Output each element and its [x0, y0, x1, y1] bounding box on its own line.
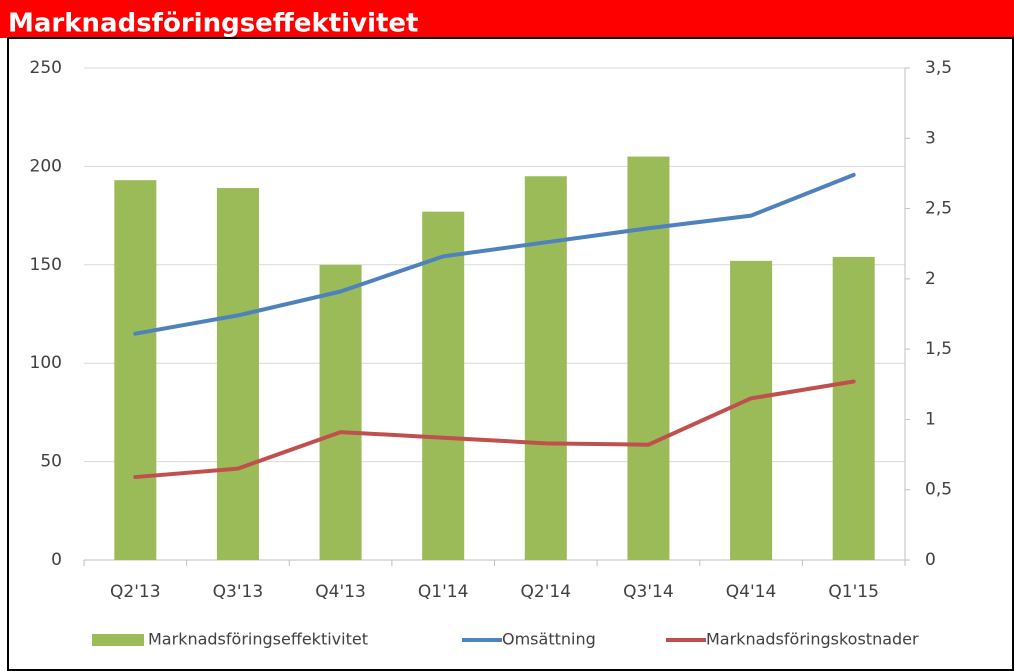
bar: [319, 264, 362, 560]
y2-tick-label: 3,5: [925, 58, 952, 78]
y2-tick-label: 2,5: [925, 199, 952, 219]
chart-title: Marknadsföringseffektivitet: [8, 9, 419, 39]
x-tick-label: Q2'13: [110, 582, 161, 602]
y2-tick-label: 1: [925, 409, 936, 429]
y-tick-label: 150: [30, 255, 62, 275]
y2-tick-label: 2: [925, 269, 936, 289]
x-tick-label: Q4'13: [315, 582, 366, 602]
y2-tick-label: 0,5: [925, 480, 952, 500]
bar: [114, 180, 157, 560]
y-tick-label: 200: [30, 156, 62, 176]
y-tick-label: 50: [40, 452, 62, 472]
bar: [832, 256, 875, 560]
x-tick-label: Q3'13: [213, 582, 264, 602]
legend-label: Marknadsföringskostnader: [706, 630, 919, 649]
line: [133, 172, 856, 336]
x-tick-label: Q1'15: [828, 582, 879, 602]
bar: [524, 176, 567, 561]
title-banner: [0, 0, 1014, 38]
legend-label: Marknadsföringseffektivitet: [148, 630, 368, 649]
x-tick-label: Q3'14: [623, 582, 674, 602]
x-tick-label: Q4'14: [726, 582, 777, 602]
x-tick-label: Q2'14: [521, 582, 572, 602]
bar: [216, 188, 259, 560]
y-tick-label: 250: [30, 58, 62, 78]
line: [133, 379, 856, 480]
legend-label: Omsättning: [502, 630, 596, 649]
y2-tick-label: 1,5: [925, 339, 952, 359]
legend-swatch: [92, 634, 144, 646]
bar: [627, 156, 670, 560]
bar: [422, 211, 465, 560]
y2-tick-label: 3: [925, 128, 936, 148]
chart-border: [7, 37, 1014, 671]
y-tick-label: 0: [51, 550, 62, 570]
y2-tick-label: 0: [925, 550, 936, 570]
x-tick-label: Q1'14: [418, 582, 469, 602]
y-tick-label: 100: [30, 353, 62, 373]
bar: [730, 260, 773, 560]
